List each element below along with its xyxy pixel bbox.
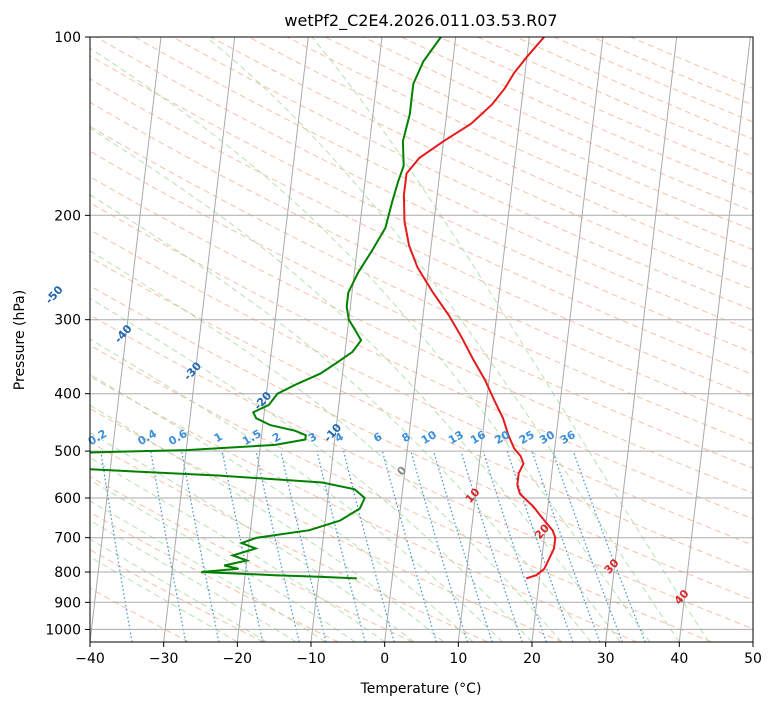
grid-lines (90, 37, 753, 642)
dry-adiabat (90, 150, 753, 469)
isotherm-line (457, 37, 530, 642)
dewpoint-line (90, 37, 442, 580)
dry-adiabat (134, 37, 753, 332)
temperature-line (402, 37, 557, 580)
isotherm-line (678, 37, 751, 642)
mixing-ratio-line (482, 450, 547, 642)
moist-adiabat (90, 373, 474, 642)
moist-adiabat (90, 538, 268, 642)
moist-adiabat (90, 47, 651, 642)
dry-adiabat (90, 55, 753, 376)
moist-adiabat (90, 519, 297, 642)
x-axis: −40 −30 −20 −10 0 10 20 30 40 50 (75, 642, 762, 667)
y-tick-label: 100 (54, 30, 81, 46)
isotherm-line (531, 37, 604, 642)
mixing-ratio-line (255, 450, 300, 642)
x-tick-label: 10 (449, 651, 467, 667)
moist-adiabat (90, 194, 592, 642)
moist-adiabat (90, 127, 621, 642)
x-tick-label: 30 (597, 651, 615, 667)
moist-adiabat (90, 432, 415, 642)
dry-adiabat (90, 344, 712, 642)
dry-adiabat (90, 408, 563, 642)
mixing-ratio-line (221, 450, 264, 642)
isotherm-line (163, 37, 236, 642)
mixing-ratio-line (460, 450, 523, 642)
y-tick-label: 200 (54, 208, 81, 224)
mixing-ratio-line (280, 450, 327, 642)
background-lines (90, 37, 753, 642)
dry-adiabat (90, 126, 753, 445)
moist-adiabat (90, 297, 533, 642)
dry-adiabat (90, 375, 638, 642)
y-tick-label: 400 (54, 387, 81, 403)
mixing-ratio-line (410, 450, 469, 642)
profile-lines (90, 37, 557, 580)
dry-adiabat (90, 314, 753, 630)
dry-adiabat (172, 37, 753, 311)
y-tick-label: 1000 (45, 622, 81, 638)
mixing-ratio-line (316, 450, 366, 642)
moist-adiabat (90, 338, 503, 642)
chart-title: wetPf2_C2E4.2026.011.03.53.R07 (284, 11, 557, 31)
y-tick-label: 800 (54, 565, 81, 581)
dry-adiabat (90, 549, 264, 642)
mixing-ratio-line (531, 450, 601, 642)
mixing-ratio-line (572, 450, 646, 642)
moist-adiabat (90, 457, 385, 642)
isotherm-line (384, 37, 457, 642)
dry-adiabat (90, 78, 753, 398)
dry-adiabat (90, 285, 753, 601)
x-tick-label: −20 (223, 651, 253, 667)
moist-adiabat (206, 37, 680, 642)
dry-adiabat (90, 441, 488, 642)
y-tick-label: 700 (54, 531, 81, 547)
x-tick-label: −10 (296, 651, 326, 667)
moist-adiabat (311, 37, 710, 642)
x-axis-label: Temperature (°C) (360, 681, 482, 697)
dry-adiabat (90, 511, 339, 642)
moist-adiabat (90, 250, 562, 642)
x-tick-label: −30 (149, 651, 179, 667)
mixing-ratio-line (433, 450, 493, 642)
isotherm-line (310, 37, 383, 642)
mixing-ratio-line (381, 450, 437, 642)
plot-frame (89, 36, 754, 643)
y-axis-label: Pressure (hPa) (12, 290, 28, 390)
dry-adiabat (90, 229, 753, 546)
x-tick-label: 40 (670, 651, 688, 667)
y-axis: 100 200 300 400 500 600 700 800 900 1000 (45, 30, 90, 638)
y-tick-label: 900 (54, 595, 81, 611)
isotherm-line (605, 37, 678, 642)
moist-adiabat (90, 556, 238, 642)
isotherm-line (90, 37, 162, 642)
x-tick-label: 20 (523, 651, 541, 667)
x-tick-label: 50 (744, 651, 762, 667)
y-tick-label: 500 (54, 444, 81, 460)
mixing-ratio-line (181, 450, 220, 642)
mixing-ratio-line (551, 450, 623, 642)
y-tick-label: 300 (54, 313, 81, 329)
y-tick-label: 600 (54, 491, 81, 507)
x-tick-label: 0 (380, 651, 389, 667)
x-tick-label: −40 (75, 651, 105, 667)
